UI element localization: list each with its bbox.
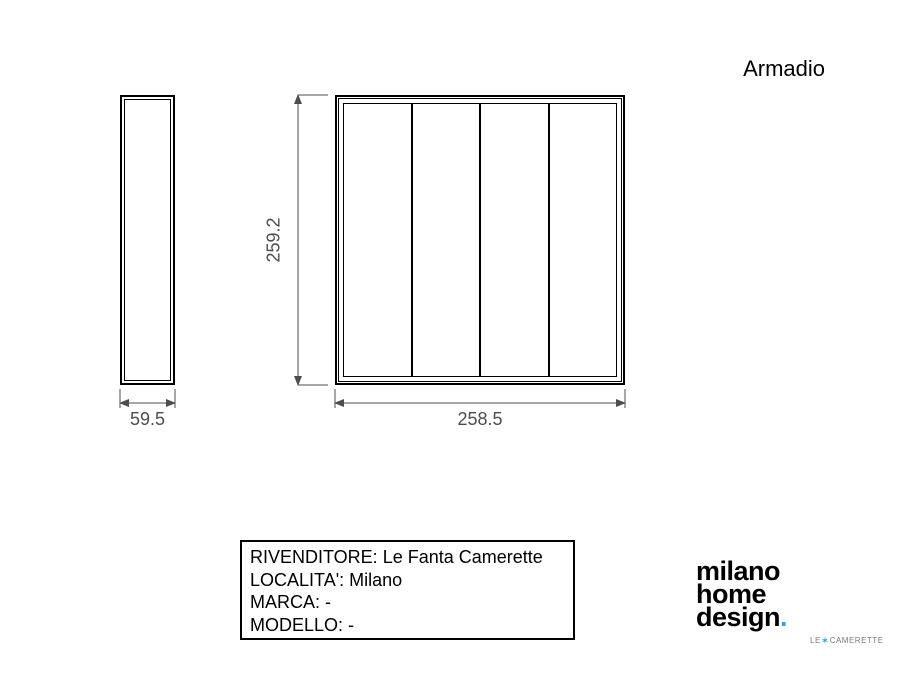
page-title: Armadio <box>743 56 825 82</box>
info-value: Le Fanta Camerette <box>383 547 543 567</box>
info-line: LOCALITA': Milano <box>250 569 565 592</box>
info-line: MODELLO: - <box>250 614 565 637</box>
wardrobe-door <box>549 103 618 377</box>
logo-line: design. <box>696 606 787 629</box>
dimension-label: 259.2 <box>264 217 285 262</box>
info-label: LOCALITA': <box>250 570 349 590</box>
info-label: MODELLO: <box>250 615 348 635</box>
wardrobe-door <box>412 103 481 377</box>
brand-logo: milanohomedesign. <box>696 560 787 629</box>
info-label: RIVENDITORE: <box>250 547 383 567</box>
info-box: RIVENDITORE: Le Fanta CameretteLOCALITA'… <box>240 540 575 640</box>
dimension-depth: 59.5 <box>120 389 175 413</box>
secondary-logo: LE✶CAMERETTE <box>810 636 884 647</box>
dimension-height: 259.2 <box>292 95 332 385</box>
info-value: - <box>325 592 331 612</box>
side-view-inner <box>124 99 171 381</box>
front-view-doors <box>343 103 617 377</box>
info-value: Milano <box>349 570 402 590</box>
info-line: MARCA: - <box>250 591 565 614</box>
wardrobe-door <box>480 103 549 377</box>
dimension-label: 59.5 <box>130 409 165 430</box>
info-label: MARCA: <box>250 592 325 612</box>
info-value: - <box>348 615 354 635</box>
info-line: RIVENDITORE: Le Fanta Camerette <box>250 546 565 569</box>
dimension-label: 258.5 <box>457 409 502 430</box>
dimension-width: 258.5 <box>335 389 625 413</box>
wardrobe-door <box>343 103 412 377</box>
